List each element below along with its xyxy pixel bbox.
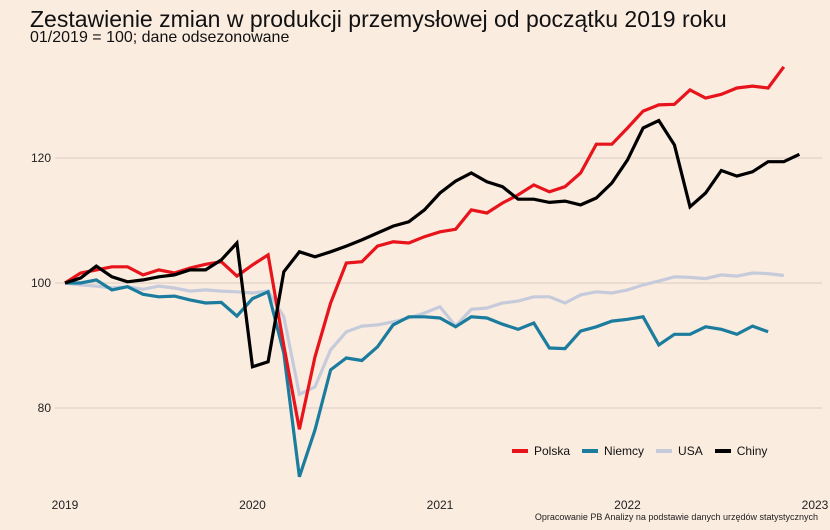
legend-item-polska: Polska <box>512 444 570 458</box>
legend-item-chiny: Chiny <box>714 444 768 458</box>
series-line-chiny <box>64 118 801 369</box>
x-tick-label: 2022 <box>614 498 641 512</box>
x-tick-label: 2019 <box>52 498 79 512</box>
legend-swatch <box>714 449 731 453</box>
y-tick-label: 120 <box>31 151 51 165</box>
x-tick-label: 2020 <box>239 498 266 512</box>
series-lines <box>64 65 801 478</box>
gridlines <box>55 157 822 409</box>
legend-label: USA <box>678 444 703 458</box>
legend-label: Chiny <box>736 444 768 458</box>
y-tick-label: 80 <box>38 401 52 415</box>
series-line-niemcy <box>65 278 769 478</box>
legend-swatch <box>582 449 599 453</box>
series-line-usa <box>64 271 784 397</box>
legend-label: Polska <box>534 444 571 458</box>
source-caption: Opracowanie PB Analizy na podstawie dany… <box>534 512 818 522</box>
legend: Polska Niemcy USA Chiny <box>512 444 767 458</box>
legend-item-usa: USA <box>656 444 703 458</box>
legend-swatch <box>512 449 528 453</box>
series-line-polska <box>64 65 786 430</box>
legend-swatch <box>656 449 673 453</box>
legend-label: Niemcy <box>604 444 645 458</box>
x-tick-label: 2023 <box>802 498 829 512</box>
chart-title: Zestawienie zmian w produkcji przemysłow… <box>30 6 727 32</box>
x-axis-ticks: 2019 2020 2021 2022 2023 <box>52 498 829 512</box>
legend-item-niemcy: Niemcy <box>582 444 644 458</box>
y-tick-label: 100 <box>31 276 51 290</box>
x-tick-label: 2021 <box>427 498 454 512</box>
y-axis-ticks: 80 100 120 <box>31 151 51 415</box>
chart-subtitle: 01/2019 = 100; dane odsezonowane <box>30 29 290 46</box>
